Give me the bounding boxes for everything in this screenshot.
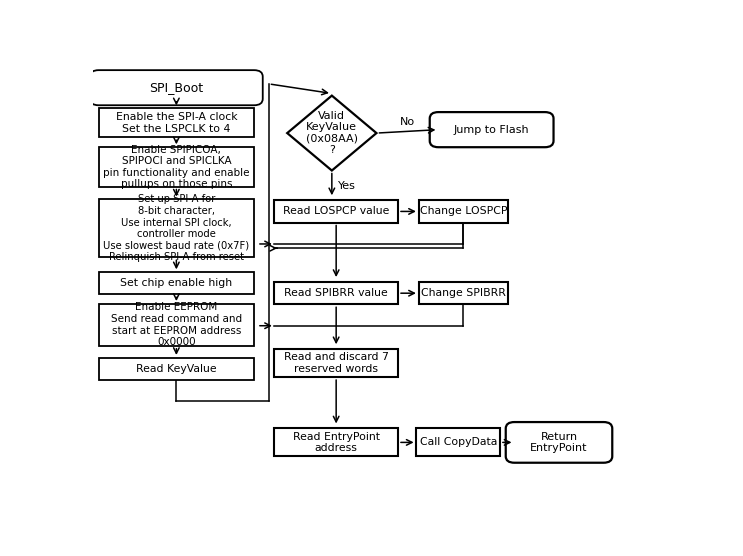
Text: Read KeyValue: Read KeyValue xyxy=(136,364,217,374)
Text: Set chip enable high: Set chip enable high xyxy=(120,279,233,289)
Text: SPI_Boot: SPI_Boot xyxy=(149,81,204,94)
Text: Enable SPIPICOA,
SPIPOCI and SPICLKA
pin functionality and enable
pullups on tho: Enable SPIPICOA, SPIPOCI and SPICLKA pin… xyxy=(103,145,250,189)
Text: Read EntryPoint
address: Read EntryPoint address xyxy=(293,431,380,453)
Bar xyxy=(99,272,254,295)
Bar xyxy=(419,200,508,222)
Bar xyxy=(99,108,254,137)
Bar xyxy=(419,282,508,304)
Bar xyxy=(274,429,398,456)
Bar xyxy=(274,282,398,304)
Bar xyxy=(99,304,254,346)
Text: Change LOSPCP: Change LOSPCP xyxy=(420,206,507,216)
Bar xyxy=(274,349,398,377)
Text: Jump to Flash: Jump to Flash xyxy=(454,125,530,135)
FancyBboxPatch shape xyxy=(506,422,612,463)
Text: Return
EntryPoint: Return EntryPoint xyxy=(531,431,588,453)
Text: Read SPIBRR value: Read SPIBRR value xyxy=(285,288,388,298)
Text: Call CopyData: Call CopyData xyxy=(420,438,497,448)
Text: Yes: Yes xyxy=(337,181,355,191)
Bar xyxy=(99,200,254,257)
FancyBboxPatch shape xyxy=(429,112,554,147)
Text: Change SPIBRR: Change SPIBRR xyxy=(421,288,506,298)
Text: Read LOSPCP value: Read LOSPCP value xyxy=(283,206,389,216)
Bar xyxy=(274,200,398,222)
Polygon shape xyxy=(288,96,377,171)
Text: No: No xyxy=(400,117,415,127)
Text: Read and discard 7
reserved words: Read and discard 7 reserved words xyxy=(284,353,389,374)
Text: Set up SPI-A for
8-bit character,
Use internal SPI clock,
controller mode
Use sl: Set up SPI-A for 8-bit character, Use in… xyxy=(103,195,250,262)
FancyBboxPatch shape xyxy=(90,70,263,105)
Text: Enable the SPI-A clock
Set the LSPCLK to 4: Enable the SPI-A clock Set the LSPCLK to… xyxy=(116,112,237,133)
Bar xyxy=(417,429,500,456)
Bar xyxy=(99,147,254,187)
Bar xyxy=(99,358,254,380)
Text: Enable EEPROM
Send read command and
start at EEPROM address
0x0000: Enable EEPROM Send read command and star… xyxy=(111,302,242,348)
Text: Valid
KeyValue
(0x08AA)
?: Valid KeyValue (0x08AA) ? xyxy=(306,111,358,156)
